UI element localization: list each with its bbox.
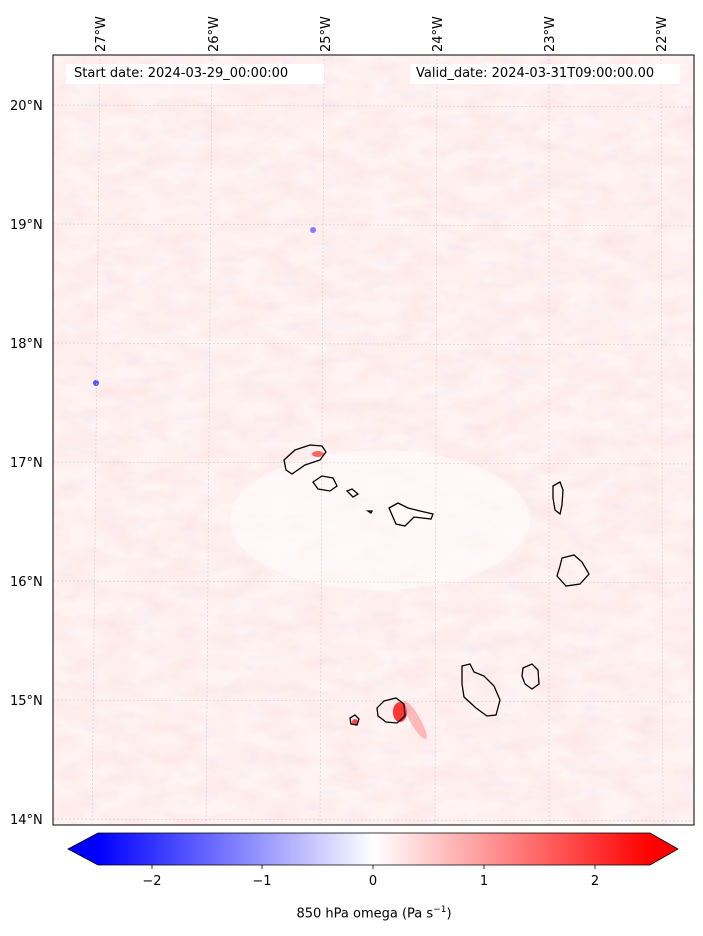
lat-label-18n: 18°N xyxy=(10,337,43,352)
colorbar-tick-neg1: −1 xyxy=(252,874,271,889)
colorbar-outline xyxy=(67,832,679,866)
colorbar-label-close: ) xyxy=(446,906,452,922)
lon-label-22w: 22°W xyxy=(655,16,670,52)
lat-label-17n: 17°N xyxy=(10,456,43,471)
lat-label-20n: 20°N xyxy=(10,99,43,114)
lon-label-24w: 24°W xyxy=(431,16,446,52)
colorbar-tick-2: 2 xyxy=(591,874,599,889)
colorbar-tick-0: 0 xyxy=(369,874,377,889)
valid-date-box xyxy=(410,64,680,84)
lat-label-19n: 19°N xyxy=(10,218,43,233)
island-santiago xyxy=(461,663,501,717)
lat-label-14n: 14°N xyxy=(10,813,43,828)
lat-label-16n: 16°N xyxy=(10,575,43,590)
colorbar-extend-max xyxy=(650,833,678,865)
colorbar-tick-1: 1 xyxy=(480,874,488,889)
map-gridlines xyxy=(53,55,694,825)
colorbar-extend-min xyxy=(68,833,98,865)
omega-field xyxy=(53,55,694,825)
latitude-labels: 20°N 19°N 18°N 17°N 16°N 15°N 14°N xyxy=(10,99,43,828)
lon-label-27w: 27°W xyxy=(94,16,109,52)
island-branco xyxy=(365,510,374,514)
island-maio xyxy=(521,663,540,690)
colorbar-body xyxy=(98,833,650,865)
island-fogo xyxy=(376,697,406,724)
island-brava xyxy=(349,714,360,726)
island-santo-antao xyxy=(283,444,327,475)
island-sal xyxy=(552,481,564,516)
colorbar-tick-neg2: −2 xyxy=(142,874,161,889)
island-sao-nicolau xyxy=(388,502,434,527)
island-boa-vista xyxy=(556,554,590,587)
coastlines xyxy=(283,444,590,726)
map-frame xyxy=(52,54,695,826)
colorbar-label-text: 850 hPa omega (Pa s xyxy=(296,906,434,922)
lon-label-23w: 23°W xyxy=(543,16,558,52)
island-santa-luzia xyxy=(345,488,360,498)
longitude-labels: 27°W 26°W 25°W 24°W 23°W 22°W xyxy=(94,16,670,52)
colorbar-label: 850 hPa omega (Pa s−1) xyxy=(0,905,703,921)
lon-label-25w: 25°W xyxy=(319,16,334,52)
lon-label-26w: 26°W xyxy=(207,16,222,52)
start-date-label: Start date: 2024-03-29_00:00:00 xyxy=(74,66,289,81)
start-date-box xyxy=(66,64,324,84)
colorbar: −2 −1 0 1 2 xyxy=(67,832,679,889)
colorbar-label-exponent: −1 xyxy=(433,905,447,915)
valid-date-label: Valid_date: 2024-03-31T09:00:00.00 xyxy=(416,66,655,81)
lat-label-15n: 15°N xyxy=(10,694,43,709)
island-sao-vicente xyxy=(312,475,338,492)
